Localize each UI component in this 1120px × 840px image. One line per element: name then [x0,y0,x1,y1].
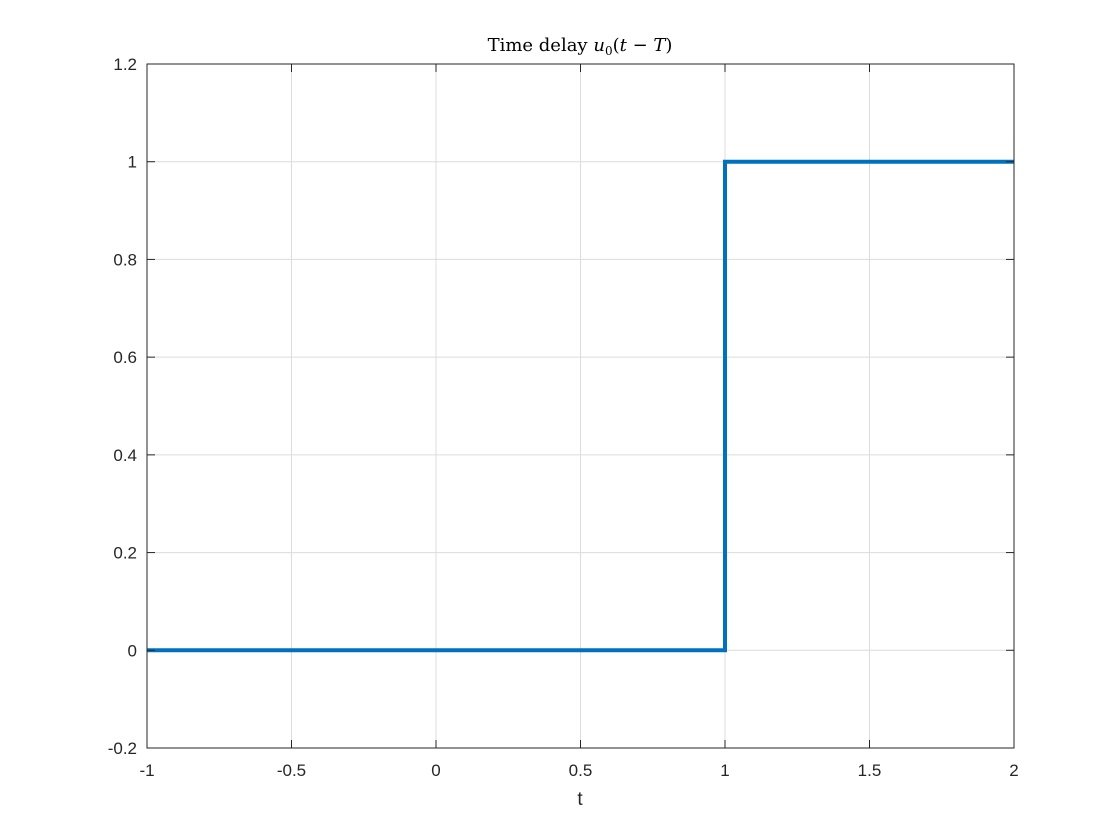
y-tick-label: 0.6 [113,348,137,367]
chart-title-open: ( [613,35,620,56]
y-tick-label: 0 [128,641,137,660]
x-tick-label: 2 [1009,761,1018,780]
chart-title-var: t [620,35,628,56]
chart-title-op: − [627,35,654,56]
chart-title: Time delay u0(t − T) [488,35,673,58]
y-tick-label: 0.4 [113,446,137,465]
series-line [147,159,1014,653]
x-tick-label: 0 [431,761,440,780]
x-axis-label: t [577,789,583,810]
chart-title-param: T [653,35,667,56]
chart-title-func: u [593,35,605,56]
series-layer [147,159,1014,653]
chart-title-text: Time delay [488,35,589,56]
y-tick-label: 1 [128,153,137,172]
chart-title-subscript: 0 [605,44,613,58]
x-tick-label: 1.5 [858,761,882,780]
y-tick-label: 1.2 [113,55,137,74]
chart-title-close: ) [665,35,672,56]
x-tick-label: 1 [720,761,729,780]
x-tick-labels: -1 -0.5 0 0.5 1 1.5 2 [139,761,1018,780]
x-tick-label: -1 [139,761,154,780]
y-tick-labels: -0.2 0 0.2 0.4 0.6 0.8 1 1.2 [108,55,137,758]
x-tick-label: -0.5 [277,761,306,780]
tick-marks [146,63,1015,749]
y-tick-label: -0.2 [108,739,137,758]
x-tick-label: 0.5 [569,761,593,780]
y-tick-label: 0.2 [113,544,137,563]
y-tick-label: 0.8 [113,250,137,269]
